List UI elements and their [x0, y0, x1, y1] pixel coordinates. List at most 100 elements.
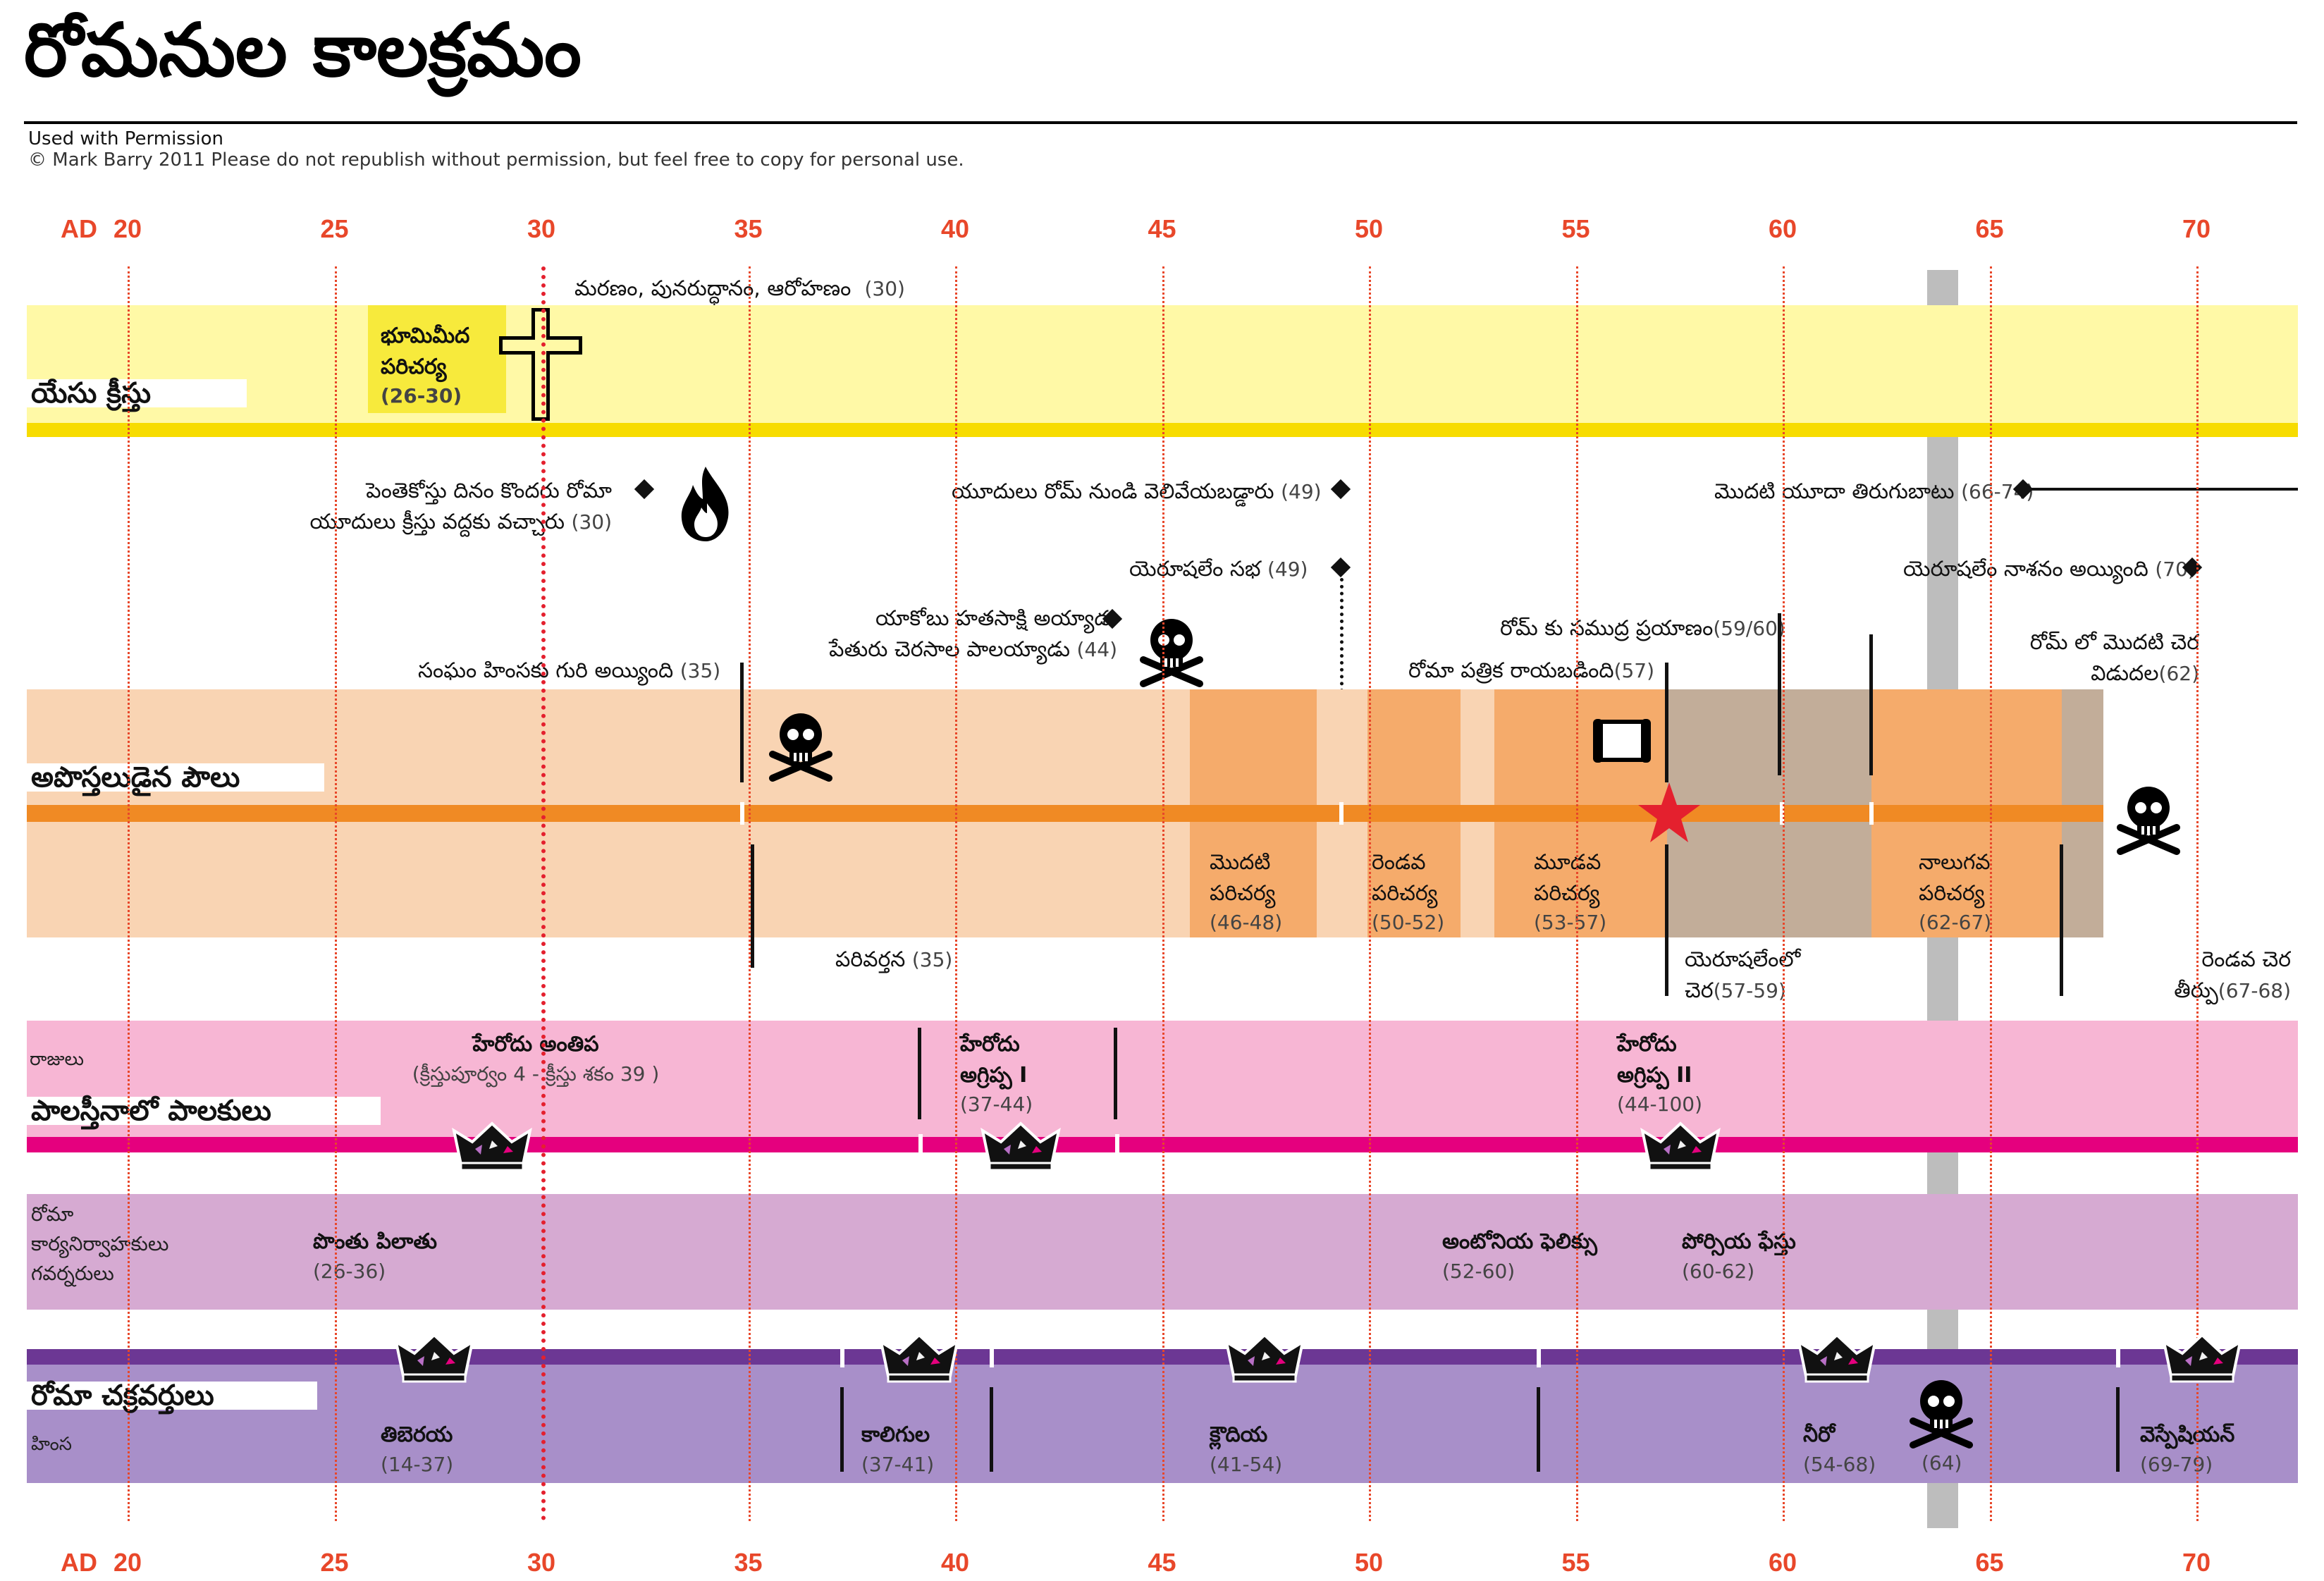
skull-icon — [769, 713, 832, 782]
second-prison-label: రెండవ చెర తీర్పు(67-68) — [2174, 947, 2291, 1003]
nero-label: నీరో (54-68) — [1803, 1422, 1876, 1476]
permission-note: Used with Permission — [28, 128, 223, 149]
first-rome-prison-label: రోమ్ లో మొదటి చెర విడుదల(62) — [2029, 630, 2199, 686]
year-gridline — [1575, 266, 1578, 1521]
axis-era-label: AD — [61, 1548, 97, 1577]
year-gridline — [2196, 266, 2199, 1521]
jesus-ministry-label: భూమిమీద పరిచర్య (26-30) — [381, 324, 470, 407]
voyage-tick — [1778, 613, 1781, 775]
skull-icon — [2117, 787, 2180, 855]
tiberius-label: తిబెరయ (14-37) — [381, 1422, 454, 1476]
agrippa1-label: హేరోదు అగ్రిప్ప I (37-44) — [960, 1032, 1033, 1116]
claudius-start-tick — [990, 1387, 993, 1472]
axis-tick-label: 70 — [2182, 1548, 2211, 1577]
kings-row-small: రాజులు — [30, 1049, 84, 1070]
jewish-revolt-label: మొదటి యూదా తిరుగుబాటు (66-74) — [1714, 479, 2034, 504]
axis-tick-label: 50 — [1354, 214, 1384, 243]
crown-icon — [1795, 1332, 1879, 1386]
nero-start-tick — [1537, 1387, 1540, 1472]
persecution-tick — [740, 663, 744, 782]
pilate-label: పొంతు పిలాతు (26-36) — [313, 1229, 438, 1283]
conversion-tick — [751, 844, 754, 968]
kings-line-gap — [1115, 1134, 1119, 1155]
year-gridline — [541, 266, 546, 1521]
persecution-years-label: (64) — [1922, 1451, 1962, 1475]
year-gridline — [1369, 266, 1371, 1521]
crown-icon — [1638, 1121, 1723, 1174]
axis-tick-label: 45 — [1148, 214, 1176, 243]
axis-tick-label: 20 — [113, 214, 142, 243]
agrippa2-label: హేరోదు అగ్రిప్ప II (44-100) — [1617, 1032, 1703, 1116]
caligula-label: కాలిగుల (37-41) — [861, 1422, 935, 1476]
felix-label: అంటోనియ ఫెలిక్సు (52-60) — [1442, 1229, 1597, 1283]
crown-icon — [2160, 1332, 2244, 1386]
axis-tick-label: 65 — [1975, 214, 2004, 243]
persecution-row-small: హింస — [31, 1434, 73, 1455]
axis-tick-label: 40 — [940, 214, 970, 243]
year-gridline — [955, 266, 957, 1521]
emperors-line-gap — [990, 1346, 994, 1367]
festus-label: పోర్సియ ఫేస్తు (60-62) — [1682, 1229, 1796, 1283]
emperors-line-gap — [1537, 1346, 1541, 1367]
jesus-row-title: యేసు క్రీస్తు — [27, 379, 247, 407]
second-prison-tick — [2060, 844, 2063, 996]
emperors-row-title: రోమా చక్రవర్తులు — [27, 1382, 317, 1410]
axis-tick-label: 35 — [734, 1548, 763, 1577]
axis-tick-label: 30 — [527, 214, 556, 243]
crown-icon — [392, 1332, 477, 1386]
axis-tick-label: 20 — [113, 1548, 142, 1577]
emperors-line-gap — [840, 1346, 844, 1367]
council-dotted-line — [1340, 578, 1344, 789]
crown-icon — [1222, 1332, 1307, 1386]
kings-line-gap — [918, 1134, 923, 1155]
romans-letter-label: రోమా పత్రిక రాయబడింది(57) — [1408, 658, 1655, 683]
axis-tick-label: 30 — [527, 1548, 556, 1577]
crown-icon — [450, 1121, 534, 1174]
axis-tick-label: 45 — [1148, 1548, 1176, 1577]
journey-1-label: మొదటి పరిచర్య (46-48) — [1210, 850, 1283, 934]
crown-icon — [978, 1121, 1063, 1174]
jerusalem-council-marker-icon — [1330, 557, 1351, 578]
claudius-label: క్లౌదియ (41-54) — [1210, 1422, 1283, 1476]
copyright-note: © Mark Barry 2011 Please do not republis… — [28, 149, 964, 171]
death-resurrection-label: మరణం, పునరుద్ధానం, ఆరోహణం (30) — [574, 276, 905, 301]
axis-tick-label: 70 — [2182, 214, 2211, 243]
jerusalem-destroyed-label: యెరూషలేం నాశనం అయ్యింది (70) — [1903, 557, 2196, 582]
axis-era-label: AD — [61, 214, 97, 243]
kings-row-title: పాలస్తీనాలో పాలకులు — [27, 1097, 381, 1125]
axis-tick-label: 25 — [320, 1548, 349, 1577]
governors-row-small: రోమా కార్యనిర్వాహకులు గవర్నరులు — [31, 1202, 169, 1285]
scroll-icon — [1593, 719, 1651, 763]
church-persecuted-label: సంఘం హింసకు గురి అయ్యింది (35) — [418, 658, 721, 683]
journey-3-label: మూడవ పరిచర్య (53-57) — [1534, 850, 1607, 934]
paul-line-gap — [1869, 802, 1874, 825]
paul-line-gap — [740, 802, 744, 825]
axis-tick-label: 25 — [320, 214, 349, 243]
jewish-revolt-line — [2023, 488, 2298, 491]
emperors-line-gap — [2116, 1346, 2120, 1367]
release-tick — [1869, 634, 1873, 775]
skull-icon — [1140, 619, 1203, 687]
paul-line-gap — [1780, 802, 1784, 825]
letter-tick — [1665, 663, 1668, 782]
axis-tick-label: 60 — [1768, 1548, 1797, 1577]
jerusalem-council-label: యెరూషలేం సభ (49) — [1129, 557, 1308, 582]
axis-tick-label: 35 — [734, 214, 763, 243]
title-divider — [24, 121, 2297, 124]
axis-tick-label: 40 — [940, 1548, 970, 1577]
caligula-start-tick — [840, 1387, 844, 1472]
skull-icon — [1910, 1380, 1973, 1448]
year-gridline — [1783, 266, 1785, 1521]
paul-line-gap — [1339, 802, 1344, 825]
agrippa1-start-tick — [918, 1028, 921, 1119]
journey-2-label: రెండవ పరిచర్య (50-52) — [1372, 850, 1445, 934]
axis-tick-label: 65 — [1975, 1548, 2004, 1577]
axis-tick-label: 55 — [1561, 1548, 1590, 1577]
jews-expelled-label: యూదులు రోమ్ నుండి వెలివేయబడ్డారు (49) — [952, 479, 1322, 504]
fire-icon — [681, 467, 729, 541]
year-gridline — [1989, 266, 1992, 1521]
vespasian-start-tick — [2116, 1387, 2120, 1472]
year-gridline — [128, 266, 130, 1521]
vespasian-label: వెస్పేషియన్ (69-79) — [2140, 1422, 2235, 1476]
jews-expelled-marker-icon — [1330, 479, 1351, 500]
